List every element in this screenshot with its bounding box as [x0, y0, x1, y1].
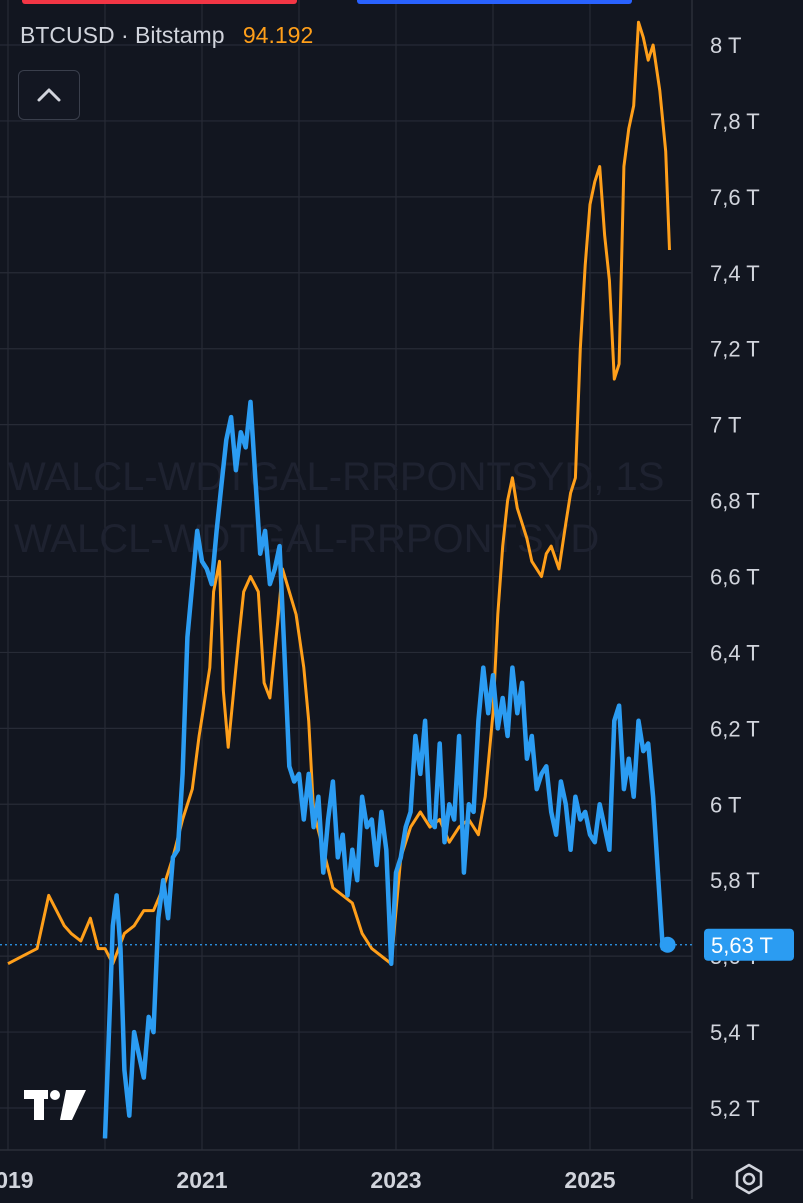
y-tick-label: 6,4 T	[710, 640, 760, 665]
watermark-line-1: WALCL-WDTGAL-RRPONTSYD, 1S	[8, 455, 664, 499]
chevron-up-icon	[37, 88, 61, 102]
y-tick-label: 5,2 T	[710, 1096, 760, 1121]
y-tick-label: 8 T	[710, 33, 741, 58]
x-tick-label: 2021	[176, 1167, 227, 1193]
legend-separator: ·	[120, 22, 129, 48]
last-price-badge	[704, 928, 794, 961]
last-price-marker	[659, 936, 676, 953]
indicator-strip-blue	[357, 0, 632, 4]
indicator-strip-red	[22, 0, 297, 4]
y-tick-label: 7,2 T	[710, 337, 760, 362]
legend-exchange: Bitstamp	[135, 22, 225, 48]
y-tick-label: 5,4 T	[710, 1020, 760, 1045]
y-axis: 5,2 T5,4 T5,6 T5,8 T6 T6,2 T6,4 T6,6 T6,…	[710, 33, 760, 1121]
collapse-legend-button[interactable]	[18, 70, 80, 120]
symbol-legend[interactable]: BTCUSD · Bitstamp 94.192	[20, 22, 313, 49]
y-tick-label: 7,8 T	[710, 109, 760, 134]
watermark-line-2: WALCL-WDTGAL-RRPONTSYD	[14, 517, 599, 561]
chart-settings-button[interactable]	[730, 1160, 768, 1198]
y-tick-label: 6,8 T	[710, 489, 760, 514]
legend-symbol: BTCUSD	[20, 22, 115, 48]
x-tick-label: 2023	[370, 1167, 421, 1193]
y-tick-label: 6 T	[710, 792, 741, 817]
y-tick-label: 7,6 T	[710, 185, 760, 210]
series-layer	[7, 20, 671, 1139]
legend-price: 94.192	[242, 22, 314, 48]
tradingview-logo-icon	[24, 1090, 86, 1120]
x-axis: 2019 2021 2023 2025	[0, 1167, 616, 1193]
grid	[0, 0, 692, 1150]
x-tick-label: 2025	[564, 1167, 615, 1193]
liquidity-series-line	[102, 399, 669, 1139]
x-tick-label: 2019	[0, 1167, 34, 1193]
y-tick-label: 5,8 T	[710, 868, 760, 893]
y-tick-label: 7 T	[710, 413, 741, 438]
y-tick-label: 6,6 T	[710, 565, 760, 590]
last-price-badge-label: 5,63 T	[711, 933, 773, 958]
y-tick-label: 7,4 T	[710, 261, 760, 286]
settings-gear-icon	[735, 1163, 763, 1195]
y-tick-label: 6,2 T	[710, 716, 760, 741]
